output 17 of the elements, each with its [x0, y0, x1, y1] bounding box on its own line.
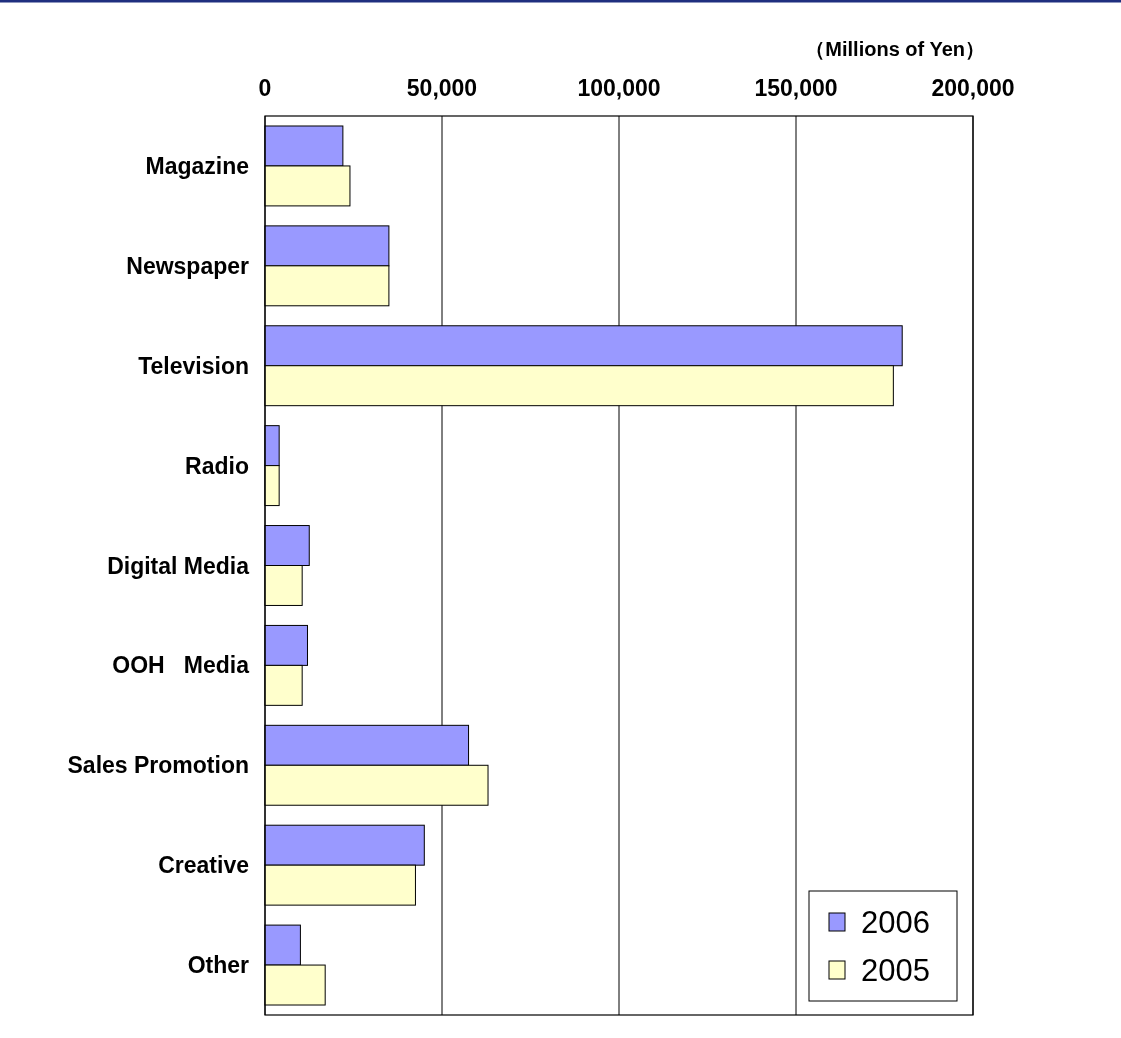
- y-tick-label: Television: [138, 352, 249, 379]
- y-tick-label: Magazine: [145, 152, 249, 179]
- x-tick-label: 0: [258, 75, 272, 101]
- y-tick-label: Radio: [185, 452, 249, 479]
- y-tick-label: Digital Media: [107, 552, 250, 579]
- x-tick-label: 50,000: [406, 75, 478, 101]
- legend-label: 2005: [861, 953, 930, 988]
- x-tick-label: 100,000: [577, 75, 661, 101]
- y-tick-label: Newspaper: [126, 252, 250, 279]
- y-tick-label: OOH Media: [112, 652, 250, 679]
- legend-label: 2006: [861, 905, 930, 940]
- x-tick-label: 150,000: [754, 75, 838, 101]
- x-axis-title: （Millions of Yen）: [805, 38, 985, 60]
- y-tick-label: Sales Promotion: [67, 752, 249, 779]
- y-tick-label: Creative: [158, 852, 249, 879]
- x-tick-label: 200,000: [931, 75, 1015, 101]
- y-tick-label: Other: [187, 952, 250, 979]
